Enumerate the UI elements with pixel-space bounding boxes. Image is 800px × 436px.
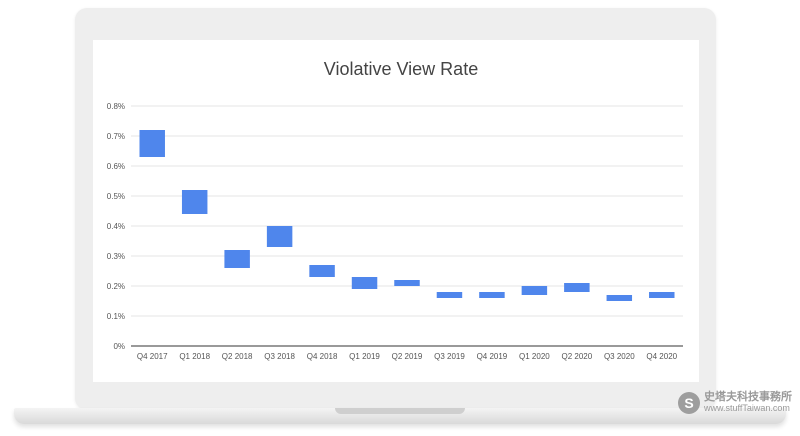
- x-tick-label: Q3 2020: [604, 352, 635, 361]
- bars: [139, 130, 675, 301]
- watermark-name: 史塔夫科技事務所: [704, 391, 792, 403]
- y-tick-label: 0.1%: [107, 312, 125, 321]
- watermark-logo-icon: S: [678, 392, 700, 414]
- bar: [649, 292, 675, 298]
- gridlines: [131, 105, 683, 347]
- bar: [394, 280, 420, 286]
- bar: [479, 292, 505, 298]
- x-tick-label: Q2 2020: [561, 352, 592, 361]
- chart-title: Violative View Rate: [324, 59, 478, 79]
- x-tick-label: Q2 2018: [222, 352, 253, 361]
- x-tick-label: Q1 2020: [519, 352, 550, 361]
- y-tick-label: 0.3%: [107, 252, 125, 261]
- x-tick-label: Q4 2017: [137, 352, 168, 361]
- y-tick-label: 0.7%: [107, 132, 125, 141]
- bar: [309, 265, 335, 277]
- bar: [521, 286, 548, 295]
- bar: [606, 295, 633, 301]
- watermark-text: 史塔夫科技事務所 www.stuffTaiwan.com: [704, 392, 792, 414]
- bar: [224, 250, 250, 268]
- x-tick-label: Q3 2018: [264, 352, 295, 361]
- x-tick-label: Q2 2019: [392, 352, 423, 361]
- y-tick-label: 0.5%: [107, 192, 125, 201]
- bar: [564, 283, 590, 292]
- y-tick-label: 0.8%: [107, 102, 125, 111]
- x-tick-label: Q4 2019: [477, 352, 508, 361]
- x-tick-label: Q1 2019: [349, 352, 380, 361]
- x-tick-label: Q4 2018: [307, 352, 338, 361]
- y-tick-label: 0.4%: [107, 222, 125, 231]
- x-tick-label: Q3 2019: [434, 352, 465, 361]
- bar: [266, 226, 293, 247]
- y-tick-label: 0.2%: [107, 282, 125, 291]
- bar: [351, 277, 378, 289]
- bar: [436, 292, 463, 298]
- tick-labels: 0% 0.1% 0.2% 0.3% 0.4% 0.5% 0.6% 0.7% 0.8% Q4 201…: [107, 102, 678, 361]
- watermark: S 史塔夫科技事務所 www.stuffTaiwan.com: [678, 392, 792, 414]
- bar: [181, 190, 208, 214]
- laptop-base: [14, 408, 786, 424]
- watermark-url: www.stuffTaiwan.com: [704, 403, 790, 413]
- y-tick-label: 0%: [113, 342, 125, 351]
- x-tick-label: Q1 2018: [179, 352, 210, 361]
- bar: [139, 130, 165, 157]
- laptop-notch: [335, 408, 465, 414]
- y-tick-label: 0.6%: [107, 162, 125, 171]
- x-tick-label: Q4 2020: [646, 352, 677, 361]
